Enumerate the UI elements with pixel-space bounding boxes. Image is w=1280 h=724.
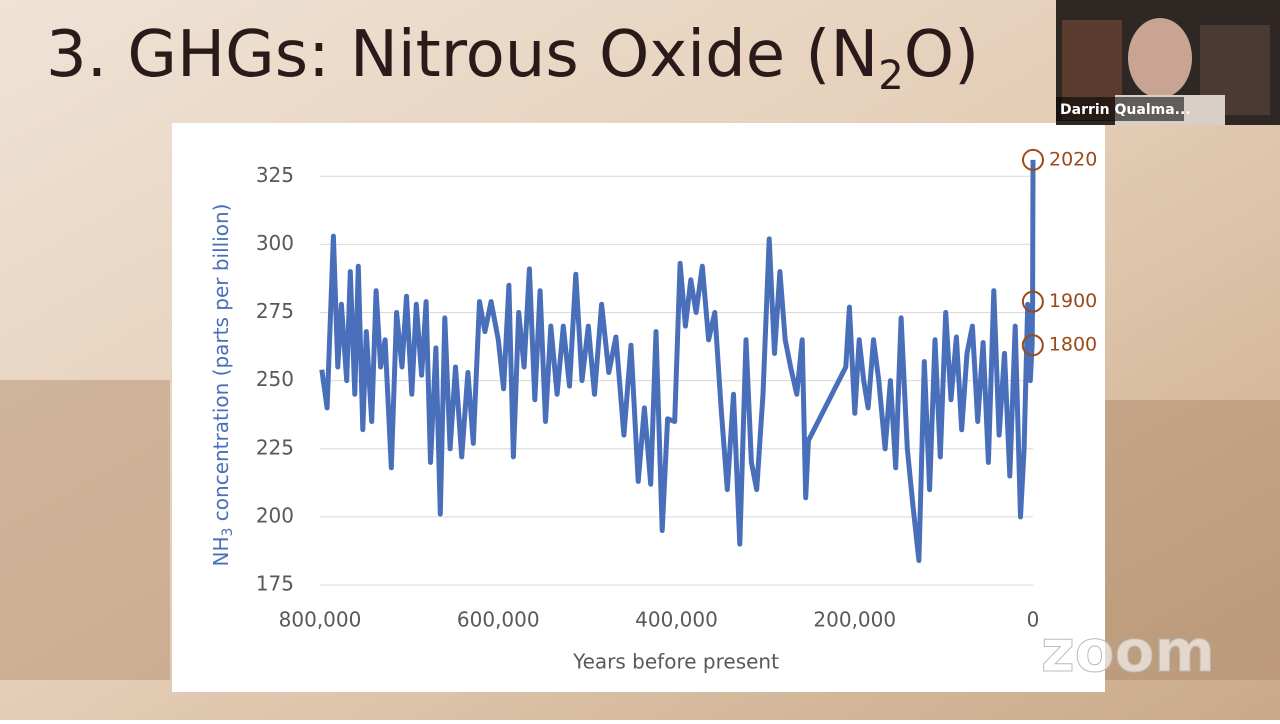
y-tick-label: 175 xyxy=(256,572,294,596)
annotation-label: 2020 xyxy=(1049,148,1097,170)
participant-face xyxy=(1128,18,1192,98)
background-art xyxy=(0,380,170,680)
x-tick-label: 0 xyxy=(1027,608,1040,632)
annotation-marker xyxy=(1021,334,1044,357)
annotation-label: 1800 xyxy=(1049,334,1097,356)
y-tick-label: 250 xyxy=(256,367,294,391)
x-tick-label: 200,000 xyxy=(813,608,896,632)
x-tick-label: 600,000 xyxy=(457,608,540,632)
annotation-marker xyxy=(1022,148,1044,171)
y-tick-label: 275 xyxy=(256,299,294,323)
x-tick-label: 400,000 xyxy=(635,608,718,632)
y-axis-label: NH3 concentration (parts per billion) xyxy=(209,204,237,567)
annotation-marker xyxy=(1021,290,1044,313)
annotation-label: 1900 xyxy=(1049,290,1097,312)
data-line xyxy=(319,159,1036,563)
y-tick-label: 325 xyxy=(256,163,294,187)
background-art xyxy=(1105,400,1280,680)
y-tick-label: 200 xyxy=(256,503,294,527)
x-axis-label: Years before present xyxy=(572,650,779,674)
y-tick-label: 300 xyxy=(256,231,294,255)
name-badge xyxy=(1056,97,1184,121)
y-tick-label: 225 xyxy=(256,435,294,459)
x-tick-label: 800,000 xyxy=(279,608,362,632)
slide-title: 3. GHGs: Nitrous Oxide (N2O) xyxy=(46,18,979,99)
participant-name: Darrin Qualma... xyxy=(1060,102,1191,118)
plot: 175 200 225 250 275 300 325 800,000 600,000 400,0… xyxy=(256,148,1098,631)
zoom-watermark: zoom xyxy=(1041,617,1215,685)
